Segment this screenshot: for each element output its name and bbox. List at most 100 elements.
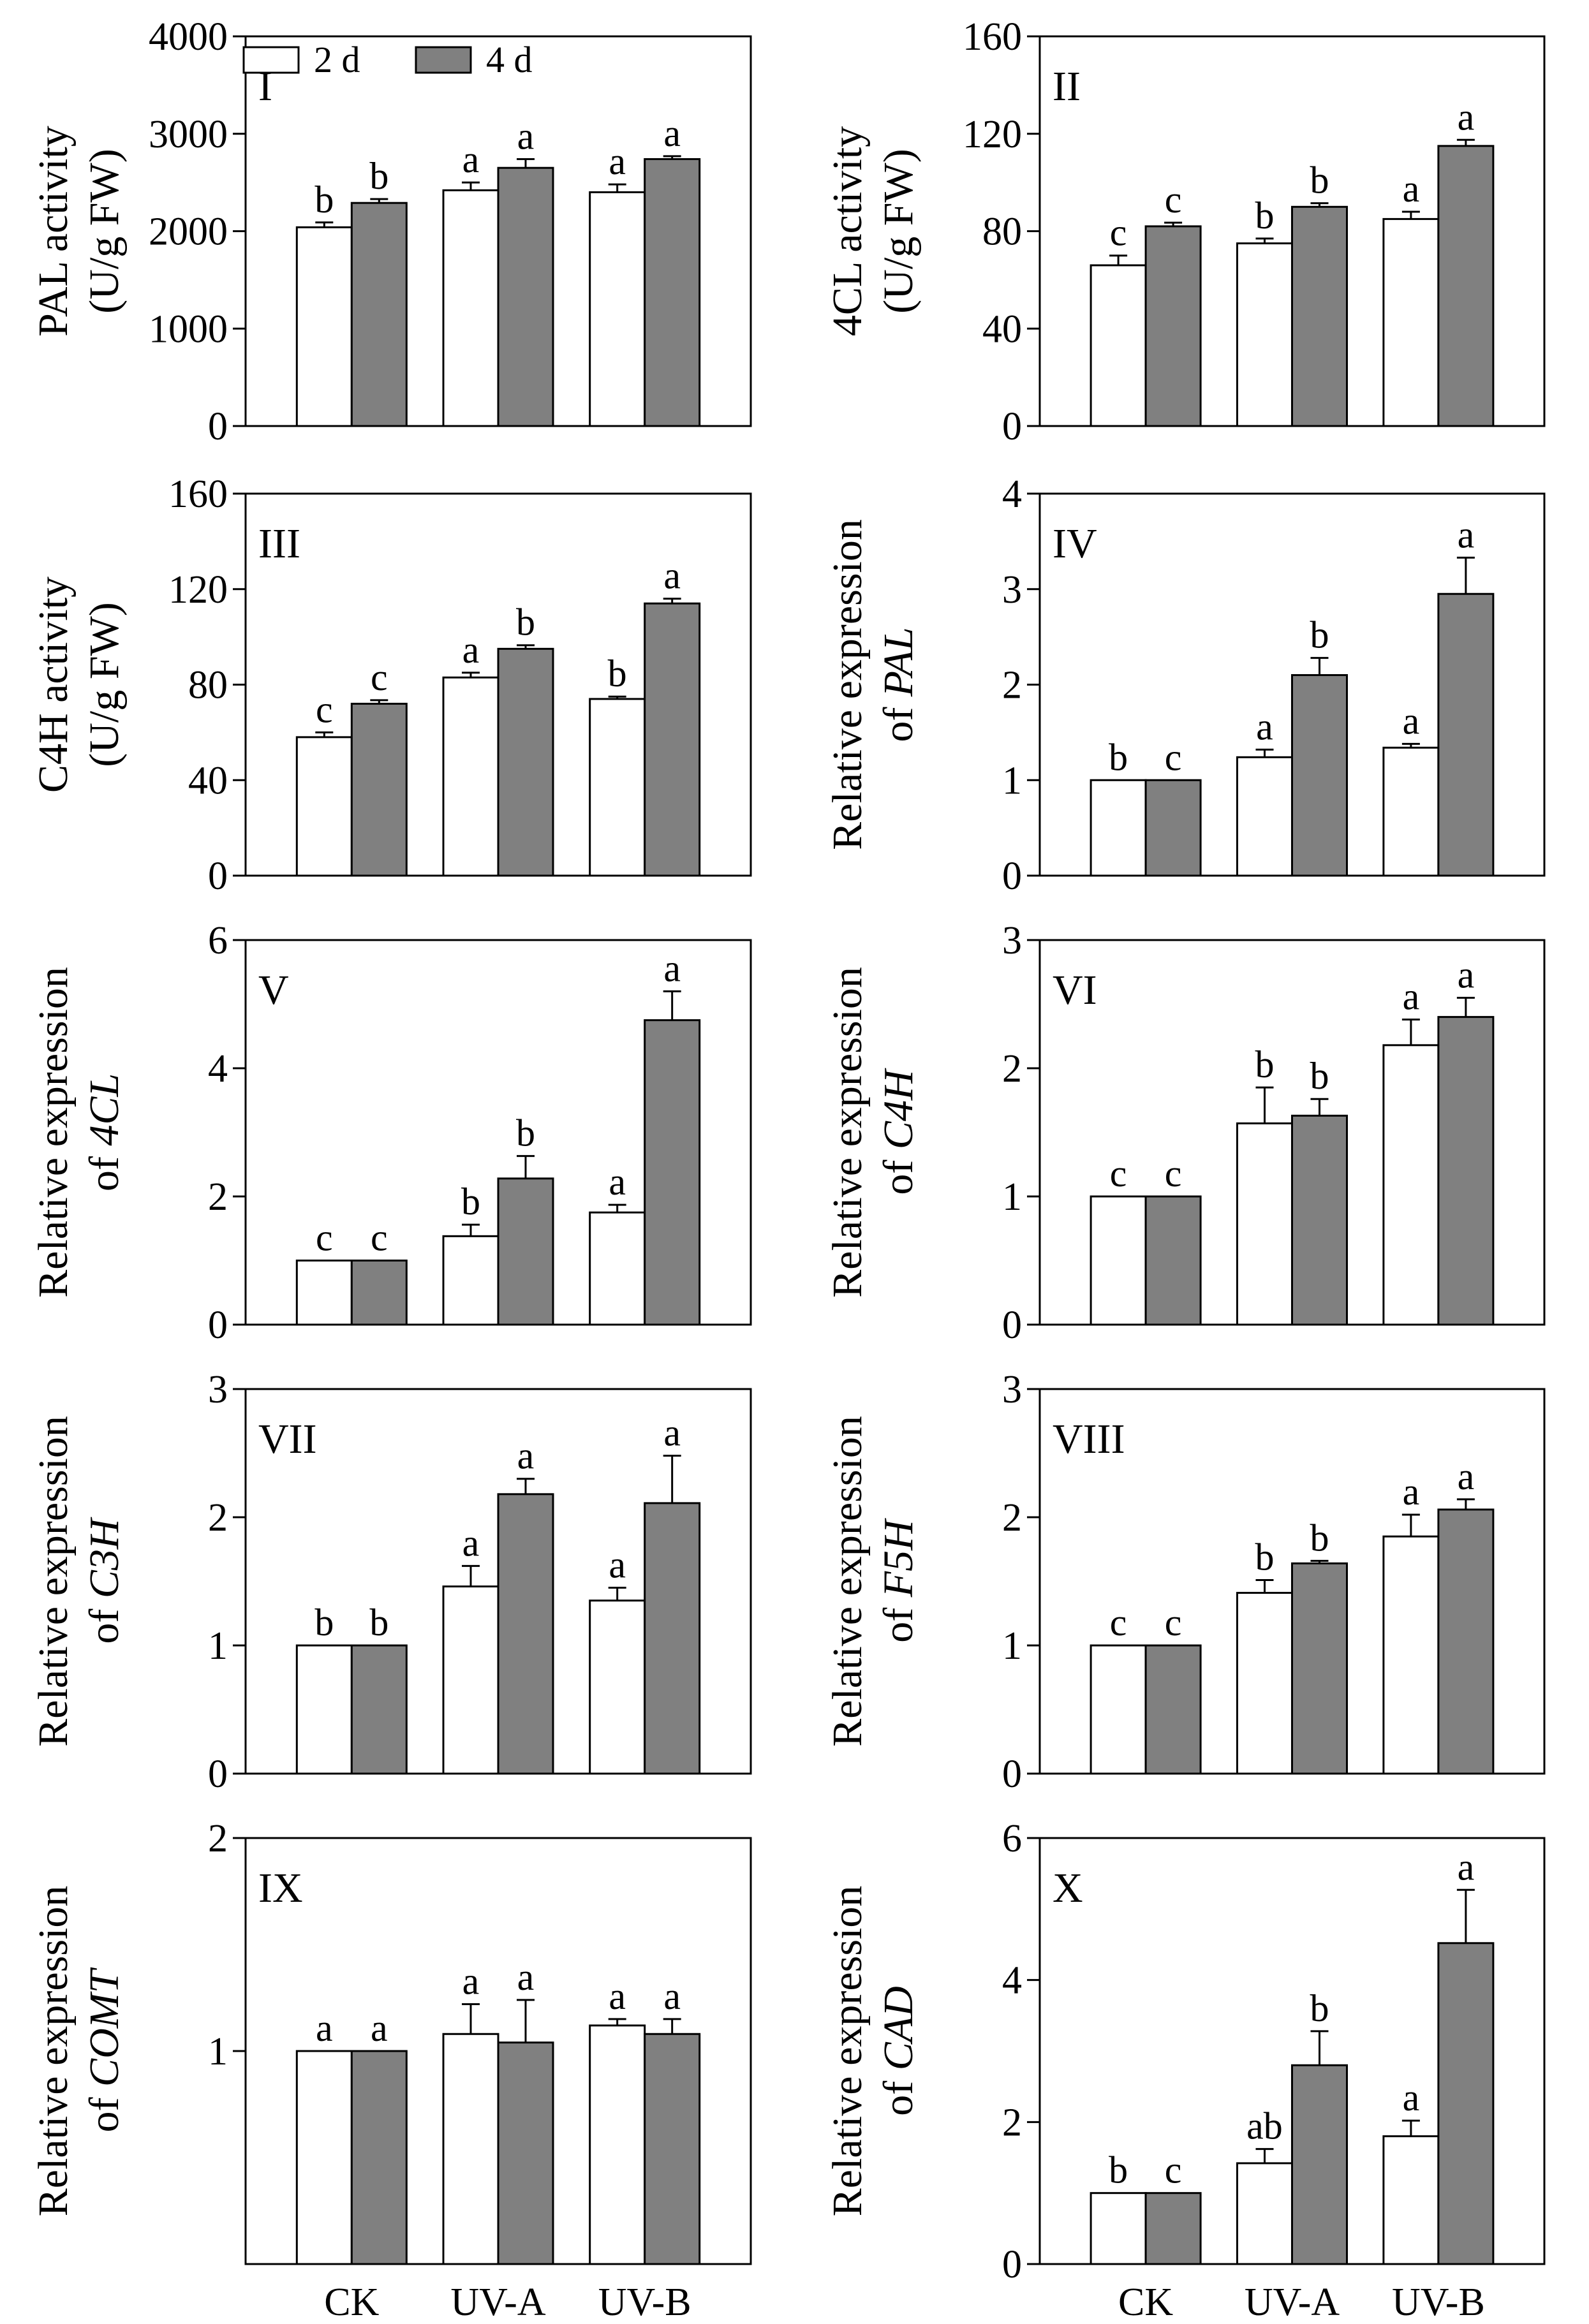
significance-letter: a [462, 138, 480, 180]
y-axis-label: Relative expression [30, 1416, 77, 1747]
bar-ii-4d-uv-a [1291, 205, 1348, 427]
bar-v-4d-uv-a [497, 1177, 554, 1326]
y-axis-label-line2: of 4CL [81, 1073, 128, 1191]
y-tick-label: 1 [1002, 759, 1022, 802]
bar-ix-2d-ck [295, 2050, 353, 2265]
significance-letter: a [517, 1435, 535, 1477]
significance-letter: a [1403, 976, 1420, 1018]
bar-ii-2d-uv-a [1236, 242, 1293, 427]
legend-swatch-2d [242, 46, 300, 74]
bar-v-4d-ck [350, 1260, 408, 1326]
y-tick-label: 0 [208, 1304, 228, 1347]
panel-label: IX [258, 1865, 303, 1911]
significance-letter: ab [1246, 2105, 1283, 2147]
y-tick-label: 40 [982, 307, 1022, 351]
y-tick-label: 40 [188, 759, 228, 802]
bar-vii-2d-uv-b [589, 1600, 646, 1775]
panel-v: c b a c b a 0 2 4 6V Relative expression of 4CL [30, 919, 752, 1347]
y-tick-label: 0 [1002, 1753, 1022, 1796]
y-axis-label: Relative expression [824, 967, 871, 1298]
bar-ix-4d-ck [350, 2050, 408, 2265]
y-axis-label-gene: COMT [81, 1967, 128, 2087]
y-axis-label-gene: C4H [875, 1068, 922, 1149]
bar-ix-4d-uv-b [644, 2033, 701, 2265]
bar-vii-4d-uv-b [644, 1502, 701, 1775]
y-axis-label: Relative expression [30, 1886, 77, 2217]
y-tick-label: 2 [1002, 664, 1022, 707]
bar-x-4d-ck [1144, 2192, 1202, 2265]
panel-viii: c b a c b a 0 1 2 3 VIII Relative expression of F5H [824, 1368, 1546, 1796]
x-category-label: UV-A [450, 2281, 546, 2324]
significance-letter: b [608, 652, 627, 695]
y-axis-label: 4CL activity [824, 126, 871, 336]
legend-label-4d: 4 d [486, 39, 533, 80]
y-axis-label-prefix: of [81, 1146, 128, 1191]
y-tick-label: 2 [208, 1175, 228, 1219]
y-axis-label-prefix: of [875, 1597, 922, 1642]
significance-letter: a [1458, 513, 1475, 555]
y-axis-label-prefix: of [875, 1149, 922, 1195]
y-axis-label: C4H activity [30, 577, 77, 793]
x-category-label: UV-B [1392, 2281, 1485, 2324]
significance-letter: a [1256, 705, 1273, 747]
significance-letter: b [314, 179, 334, 221]
y-tick-label: 2 [208, 1817, 228, 1860]
y-tick-label: 160 [168, 473, 228, 516]
y-tick-label: 120 [168, 568, 228, 612]
panel-label: VI [1053, 967, 1097, 1013]
y-tick-label: 4000 [149, 15, 228, 59]
y-axis-label-gene: F5H [875, 1518, 922, 1598]
bar-v-4d-uv-b [644, 1019, 701, 1326]
bar-i-2d-uv-b [589, 191, 646, 427]
bar-viii-2d-uv-b [1382, 1535, 1440, 1775]
plot-frame [244, 1388, 752, 1775]
significance-letter: a [1458, 953, 1475, 996]
significance-letter: c [1165, 736, 1182, 778]
x-category-label: CK [324, 2281, 379, 2324]
y-tick-label: 80 [188, 664, 228, 707]
x-category-label: CK [1118, 2281, 1173, 2324]
legend-swatch-4d [415, 46, 472, 74]
y-axis-label-line2: of C4H [875, 1068, 922, 1195]
bar-x-2d-ck [1090, 2192, 1147, 2265]
significance-letter: b [1109, 736, 1128, 778]
bar-viii-4d-uv-b [1437, 1508, 1495, 1775]
y-tick-label: 3 [208, 1368, 228, 1411]
significance-letter: a [462, 629, 480, 671]
bar-x-2d-uv-a [1236, 2162, 1293, 2265]
y-tick-label: 120 [963, 113, 1022, 156]
bar-iv-4d-uv-a [1291, 674, 1348, 877]
bar-vi-2d-ck [1090, 1195, 1147, 1326]
bar-v-2d-uv-a [442, 1235, 499, 1326]
significance-letter: a [1458, 1846, 1475, 1888]
bar-viii-4d-uv-a [1291, 1562, 1348, 1775]
panel-label: X [1053, 1865, 1083, 1911]
bar-iii-4d-uv-b [644, 602, 701, 877]
panel-label: IV [1053, 520, 1097, 567]
y-tick-label: 4 [1002, 1959, 1022, 2003]
significance-letter: a [1458, 96, 1475, 138]
significance-letter: b [1310, 1987, 1329, 2029]
plot-frame [1038, 1388, 1546, 1775]
significance-letter: b [1310, 159, 1329, 202]
significance-letter: c [316, 1217, 333, 1259]
significance-letter: b [314, 1601, 334, 1644]
significance-letter: b [369, 155, 388, 197]
bar-viii-4d-ck [1144, 1644, 1202, 1775]
significance-letter: a [462, 1960, 480, 2003]
significance-letter: a [462, 1522, 480, 1564]
y-axis-label-line2: of C3H [81, 1517, 128, 1644]
panel-label: III [258, 520, 300, 567]
significance-letter: c [1110, 212, 1127, 254]
panel-label: I [258, 63, 272, 110]
bar-x-2d-uv-b [1382, 2135, 1440, 2265]
plot-frame [1038, 939, 1546, 1326]
y-tick-label: 160 [963, 15, 1022, 59]
y-axis-label-prefix: of [81, 1598, 128, 1644]
significance-letter: a [663, 1975, 681, 2017]
bar-iv-4d-uv-b [1437, 592, 1495, 877]
y-axis-label-line2: of PAL [875, 627, 922, 742]
bar-ii-4d-ck [1144, 225, 1202, 427]
